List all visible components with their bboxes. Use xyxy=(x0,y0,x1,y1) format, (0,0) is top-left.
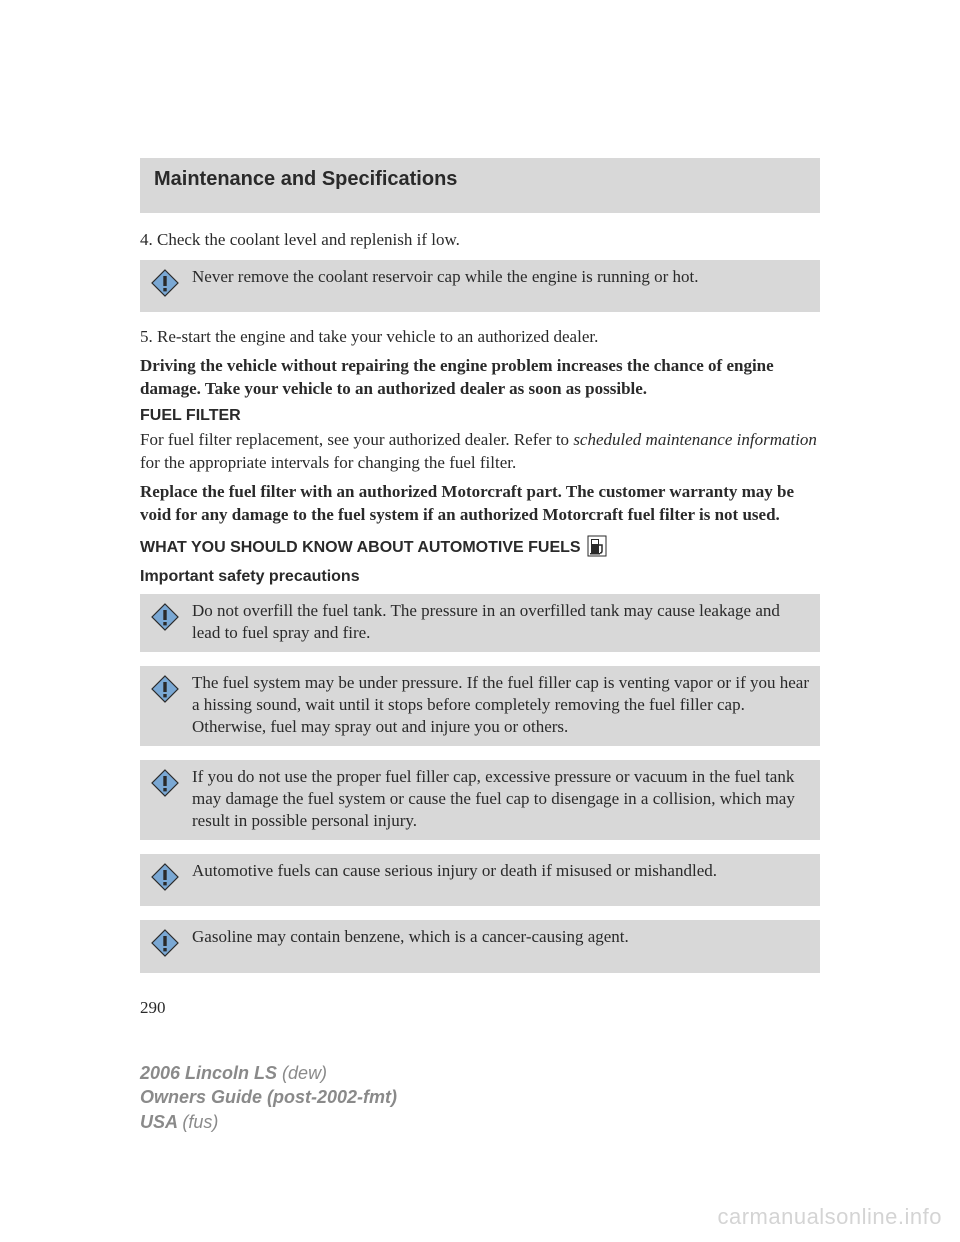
warning-icon xyxy=(150,928,180,964)
safety-precautions-heading: Important safety precautions xyxy=(140,568,820,586)
step-4-text: 4. Check the coolant level and replenish… xyxy=(140,229,820,252)
warning-text: The fuel system may be under pressure. I… xyxy=(192,672,810,738)
footer-line-2: Owners Guide (post-2002-fmt) xyxy=(140,1085,397,1109)
warning-overfill: Do not overfill the fuel tank. The press… xyxy=(140,594,820,652)
footer-line-3: USA (fus) xyxy=(140,1110,397,1134)
fuel-filter-text: For fuel filter replacement, see your au… xyxy=(140,429,820,475)
section-title: Maintenance and Specifications xyxy=(154,168,806,191)
text-part-b: scheduled maintenance information xyxy=(573,430,817,449)
warning-injury: Automotive fuels can cause serious injur… xyxy=(140,854,820,906)
warning-icon xyxy=(150,768,180,804)
warning-text: Do not overfill the fuel tank. The press… xyxy=(192,600,810,644)
footer-line-1: 2006 Lincoln LS (dew) xyxy=(140,1061,397,1085)
automotive-fuels-heading: WHAT YOU SHOULD KNOW ABOUT AUTOMOTIVE FU… xyxy=(140,535,820,562)
section-header: Maintenance and Specifications xyxy=(140,158,820,213)
warning-benzene: Gasoline may contain benzene, which is a… xyxy=(140,920,820,972)
driving-warning-text: Driving the vehicle without repairing th… xyxy=(140,355,820,401)
page-number: 290 xyxy=(140,998,820,1018)
step-5-text: 5. Re-start the engine and take your veh… xyxy=(140,326,820,349)
warning-text: Gasoline may contain benzene, which is a… xyxy=(192,926,810,948)
warning-icon xyxy=(150,602,180,638)
warning-text: If you do not use the proper fuel filler… xyxy=(192,766,810,832)
warning-coolant: Never remove the coolant reservoir cap w… xyxy=(140,260,820,312)
warning-text: Automotive fuels can cause serious injur… xyxy=(192,860,810,882)
watermark: carmanualsonline.info xyxy=(717,1204,942,1230)
warning-text: Never remove the coolant reservoir cap w… xyxy=(192,266,810,288)
replace-filter-text: Replace the fuel filter with an authoriz… xyxy=(140,481,820,527)
text-part-a: For fuel filter replacement, see your au… xyxy=(140,430,573,449)
fuel-pump-icon xyxy=(587,535,607,562)
warning-pressure: The fuel system may be under pressure. I… xyxy=(140,666,820,746)
fuel-filter-heading: FUEL FILTER xyxy=(140,407,820,425)
warning-filler-cap: If you do not use the proper fuel filler… xyxy=(140,760,820,840)
manual-page: Maintenance and Specifications 4. Check … xyxy=(0,0,960,1018)
warning-icon xyxy=(150,862,180,898)
warning-icon xyxy=(150,268,180,304)
text-part-c: for the appropriate intervals for changi… xyxy=(140,453,516,472)
footer: 2006 Lincoln LS (dew) Owners Guide (post… xyxy=(140,1061,397,1134)
warning-icon xyxy=(150,674,180,710)
heading-text: WHAT YOU SHOULD KNOW ABOUT AUTOMOTIVE FU… xyxy=(140,539,581,557)
